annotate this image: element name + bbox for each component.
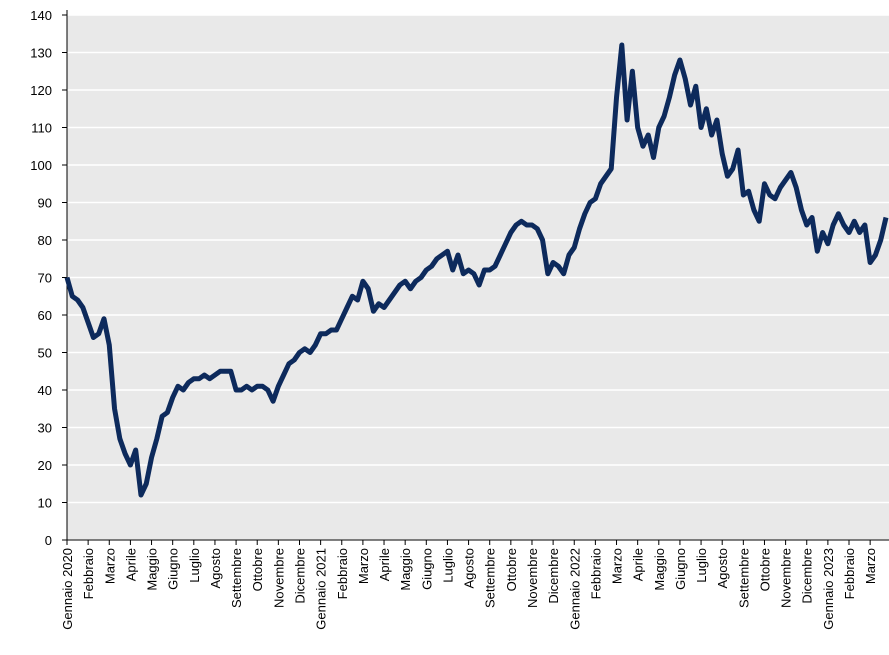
x-tick-label: Gennaio 2021 (314, 548, 329, 630)
y-tick-label: 50 (38, 346, 52, 361)
x-tick-label: Novembre (525, 548, 540, 608)
x-tick-label: Aprile (631, 548, 646, 581)
x-tick-label: Dicembre (292, 548, 307, 604)
data-line (64, 42, 889, 498)
x-tick-label: Luglio (187, 548, 202, 583)
y-tick-label: 90 (38, 196, 52, 211)
y-tick-label: 120 (30, 83, 52, 98)
x-tick-label: Gennaio 2020 (60, 548, 75, 630)
x-tick-label: Febbraio (335, 548, 350, 599)
x-tick-label: Febbraio (842, 548, 857, 599)
y-tick-label: 100 (30, 158, 52, 173)
x-tick-label: Novembre (271, 548, 286, 608)
x-tick-label: Luglio (440, 548, 455, 583)
y-tick-label: 0 (45, 533, 52, 548)
x-tick-label: Agosto (208, 548, 223, 588)
x-tick-label: Ottobre (250, 548, 265, 591)
y-tick-label: 70 (38, 271, 52, 286)
x-tick-label: Ottobre (757, 548, 772, 591)
y-tick-label: 60 (38, 308, 52, 323)
x-tick-label: Settembre (483, 548, 498, 608)
y-tick-label: 80 (38, 233, 52, 248)
x-tick-label: Giugno (673, 548, 688, 590)
x-tick-label: Febbraio (81, 548, 96, 599)
y-tick-label: 20 (38, 458, 52, 473)
x-tick-label: Dicembre (546, 548, 561, 604)
x-tick-label: Marzo (863, 548, 878, 584)
y-tick-label: 110 (31, 121, 52, 136)
y-tick-label: 30 (38, 421, 52, 436)
x-tick-label: Giugno (419, 548, 434, 590)
x-tick-label: Gennaio 2023 (821, 548, 836, 630)
x-tick-label: Settembre (229, 548, 244, 608)
x-tick-label: Dicembre (800, 548, 815, 604)
x-tick-label: Marzo (356, 548, 371, 584)
x-tick-label: Giugno (166, 548, 181, 590)
y-tick-label: 130 (30, 46, 52, 61)
x-tick-label: Maggio (145, 548, 160, 591)
x-tick-label: Ottobre (504, 548, 519, 591)
x-tick-label: Settembre (736, 548, 751, 608)
x-tick-label: Maggio (652, 548, 667, 591)
y-tick-label: 40 (38, 383, 52, 398)
x-tick-label: Aprile (123, 548, 138, 581)
x-tick-label: Gennaio 2022 (567, 548, 582, 630)
x-tick-label: Novembre (779, 548, 794, 608)
x-tick-label: Marzo (610, 548, 625, 584)
x-tick-label: Aprile (377, 548, 392, 581)
x-tick-label: Febbraio (588, 548, 603, 599)
x-tick-label: Agosto (462, 548, 477, 588)
y-tick-label: 140 (30, 8, 52, 23)
x-tick-label: Luglio (694, 548, 709, 583)
x-tick-label: Marzo (102, 548, 117, 584)
x-tick-label: Agosto (715, 548, 730, 588)
x-tick-label: Maggio (398, 548, 413, 591)
y-tick-label: 10 (38, 496, 52, 511)
